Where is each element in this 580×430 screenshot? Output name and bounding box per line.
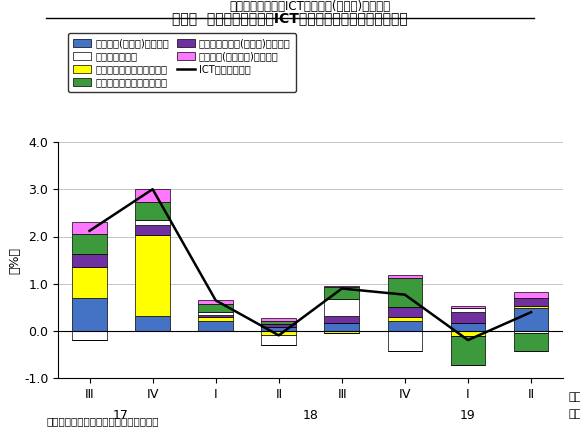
Bar xyxy=(262,335,296,345)
Bar xyxy=(262,327,296,331)
Bar xyxy=(451,306,485,308)
Bar xyxy=(135,221,170,225)
Text: 19: 19 xyxy=(460,409,476,422)
Bar xyxy=(514,331,549,334)
Bar xyxy=(198,317,233,321)
Text: （年）: （年） xyxy=(568,409,580,419)
Bar xyxy=(198,312,233,315)
Bar xyxy=(198,304,233,312)
Bar xyxy=(198,315,233,317)
Bar xyxy=(198,321,233,331)
Legend: 電算機類(含部品)・寄与度, 通信機・寄与度, 半導体等電子部品・寄与度, 半導体等製造装置・寄与度, 音響・映像機器(含部品)・寄与度, 記録媒体(含記録済): 電算機類(含部品)・寄与度, 通信機・寄与度, 半導体等電子部品・寄与度, 半導… xyxy=(68,34,296,92)
Y-axis label: （%）: （%） xyxy=(8,247,21,273)
Bar xyxy=(451,308,485,312)
Bar xyxy=(387,278,422,307)
Bar xyxy=(451,312,485,322)
Bar xyxy=(514,292,549,298)
Title: 輸入総額に占めるICT関連輸入(品目別)の寄与度: 輸入総額に占めるICT関連輸入(品目別)の寄与度 xyxy=(230,0,391,13)
Text: 17: 17 xyxy=(113,409,129,422)
Bar xyxy=(514,308,549,331)
Bar xyxy=(135,189,170,203)
Bar xyxy=(262,325,296,327)
Bar xyxy=(72,298,107,331)
Text: 図表９  輸入総額に占めるICT関連輸入（品目別）の寄与度: 図表９ 輸入総額に占めるICT関連輸入（品目別）の寄与度 xyxy=(172,11,408,25)
Bar xyxy=(72,254,107,267)
Bar xyxy=(324,316,359,322)
Bar xyxy=(262,321,296,325)
Bar xyxy=(451,331,485,336)
Bar xyxy=(451,322,485,331)
Bar xyxy=(198,300,233,304)
Bar xyxy=(387,317,422,321)
Bar xyxy=(387,307,422,317)
Bar xyxy=(72,222,107,234)
Bar xyxy=(324,331,359,334)
Bar xyxy=(72,267,107,298)
Text: 18: 18 xyxy=(302,409,318,422)
Text: （出所）財務省「貿易統計」から作成。: （出所）財務省「貿易統計」から作成。 xyxy=(46,416,159,426)
Bar xyxy=(324,299,359,316)
Bar xyxy=(451,336,485,365)
Bar xyxy=(514,298,549,306)
Bar xyxy=(387,321,422,331)
Bar xyxy=(514,306,549,308)
Bar xyxy=(324,322,359,331)
Bar xyxy=(387,275,422,278)
Text: （期）: （期） xyxy=(568,392,580,402)
Bar xyxy=(135,316,170,331)
Bar xyxy=(387,331,422,351)
Bar xyxy=(135,225,170,235)
Bar xyxy=(262,318,296,321)
Bar xyxy=(324,286,359,287)
Bar xyxy=(72,234,107,254)
Bar xyxy=(72,331,107,340)
Bar xyxy=(324,287,359,299)
Bar xyxy=(135,235,170,316)
Bar xyxy=(135,203,170,221)
Bar xyxy=(262,331,296,335)
Bar xyxy=(514,334,549,351)
